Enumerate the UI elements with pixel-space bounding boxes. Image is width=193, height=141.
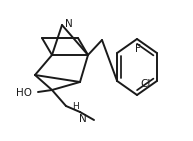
Text: HO: HO — [16, 88, 32, 98]
Text: H: H — [72, 102, 79, 111]
Text: N: N — [65, 19, 73, 29]
Text: Cl: Cl — [140, 79, 150, 89]
Text: N: N — [79, 114, 87, 124]
Text: F: F — [135, 44, 141, 54]
